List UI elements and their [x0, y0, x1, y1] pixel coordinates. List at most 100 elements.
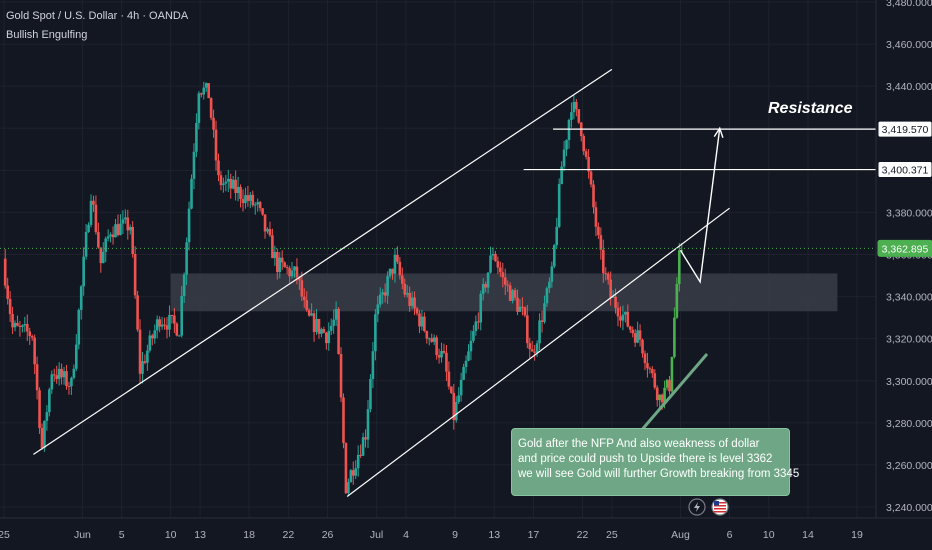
resistance-annotation[interactable]: Resistance	[768, 100, 853, 117]
candle-body	[430, 338, 434, 342]
candle-body	[192, 151, 196, 179]
candle-body	[79, 286, 83, 310]
candle-body	[374, 314, 377, 352]
candle-body	[604, 273, 608, 275]
candle-body	[437, 355, 441, 358]
candle-body	[43, 420, 46, 448]
candle-body	[391, 268, 394, 274]
candle-body	[180, 295, 184, 336]
candle-body	[195, 122, 198, 152]
candle-body	[28, 331, 32, 337]
us-flag-stripe	[714, 508, 726, 510]
candle-body	[21, 325, 24, 328]
candle-body	[65, 371, 68, 386]
candle-body	[38, 390, 41, 429]
candle-body	[94, 204, 98, 233]
candle-body	[675, 283, 679, 318]
candle-body	[560, 166, 563, 185]
callout-line: and price could push to Upside there is …	[518, 453, 773, 465]
price-tag	[877, 120, 932, 138]
candle-body	[660, 394, 664, 403]
price-axis[interactable]: 3,240.000 3,260.000 3,280.000 3,300.000 3,32…	[875, 0, 932, 550]
candle-body	[278, 257, 282, 273]
candle-body	[168, 315, 171, 330]
candle-body	[276, 252, 279, 273]
candle-body	[239, 186, 242, 200]
candle-body	[23, 324, 27, 326]
candle-body	[187, 208, 191, 243]
drawing-lines[interactable]	[0, 68, 880, 497]
candle-body	[33, 337, 36, 365]
candle-body	[648, 368, 652, 370]
candle-body	[351, 470, 355, 476]
candle-body	[224, 181, 228, 184]
candle-body	[452, 392, 456, 421]
candle-body	[320, 329, 323, 334]
callout-note[interactable]: Gold after the NFP And also weakness of …	[511, 428, 799, 496]
time-tick-label: 25	[606, 529, 618, 541]
price-tag	[877, 239, 932, 257]
candle-body	[401, 275, 404, 284]
candle-body	[545, 288, 549, 304]
candle-body	[170, 315, 174, 317]
time-axis[interactable]: 25 Jun 5 10 13 18 22 26 Jul 4 9 13 17 22 25 Aug 6 10 14 19	[0, 517, 932, 550]
candle-body	[244, 195, 247, 204]
time-tick-label: 5	[119, 529, 125, 541]
candle-body	[344, 443, 348, 494]
lightning-icon-glyph	[694, 502, 700, 512]
candle-body	[283, 262, 286, 268]
candle-body	[329, 325, 333, 331]
candle-body	[136, 295, 139, 330]
candle-body	[111, 234, 115, 238]
channel-trendline	[33, 68, 613, 455]
candle-body	[562, 149, 566, 167]
symbol-title[interactable]: Gold Spot / U.S. Dollar · 4h · OANDA	[6, 10, 189, 22]
candle-body	[555, 226, 559, 246]
candle-body	[231, 179, 235, 189]
time-tick-label: 10	[763, 529, 775, 541]
time-tick-label: 22	[577, 529, 589, 541]
candle-body	[359, 454, 362, 456]
candle-body	[533, 351, 536, 353]
candle-body	[310, 313, 313, 316]
candle-body	[349, 470, 353, 483]
candle-body	[567, 119, 571, 141]
candle-body	[464, 360, 468, 367]
candle-body	[339, 353, 343, 398]
candle-body	[3, 258, 7, 286]
candle-body	[418, 313, 421, 327]
price-tag	[877, 161, 932, 179]
candle-body	[219, 175, 223, 186]
candle-body	[57, 368, 61, 379]
candle-body	[322, 329, 326, 333]
candle-body	[636, 330, 639, 343]
candle-body	[479, 293, 483, 323]
candle-body	[337, 308, 340, 354]
candle-body	[146, 350, 149, 363]
candle-body	[543, 303, 546, 323]
candle-body	[565, 140, 568, 150]
candle-body	[540, 320, 544, 323]
candle-body	[454, 402, 458, 421]
candle-body	[305, 300, 309, 310]
candle-body	[290, 270, 294, 277]
candle-body	[366, 409, 370, 440]
candle-body	[190, 178, 193, 209]
candle-body	[45, 412, 49, 421]
candle-body	[476, 321, 480, 323]
candle-body	[332, 319, 335, 326]
candle-body	[570, 112, 573, 120]
candle-body	[361, 437, 365, 456]
candle-body	[325, 332, 328, 344]
candle-body	[518, 306, 522, 312]
candle-body	[665, 379, 669, 388]
candle-body	[268, 229, 272, 236]
us-flag-canton	[714, 501, 719, 506]
candle-body	[413, 297, 416, 309]
candle-body	[582, 136, 585, 152]
candle-body	[16, 322, 19, 326]
candle-body	[501, 272, 505, 278]
candle-body	[128, 226, 132, 231]
candle-body	[572, 101, 576, 113]
